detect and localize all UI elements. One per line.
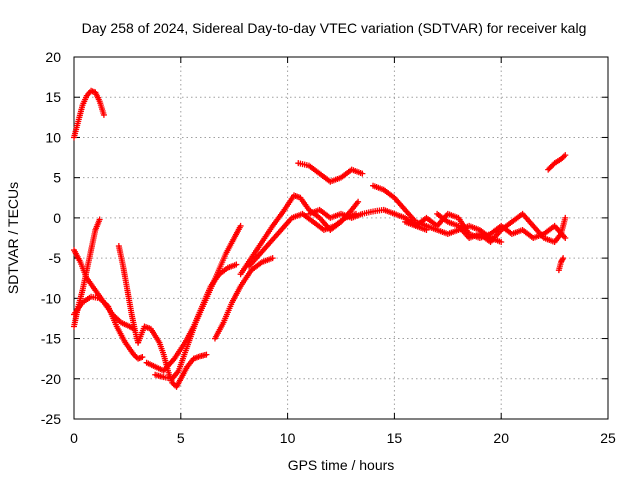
data-point: [359, 170, 366, 177]
x-tick-label: 25: [600, 430, 616, 446]
series-arc-9: [211, 255, 276, 342]
y-tick-label: 5: [53, 170, 61, 186]
series-arc-12: [295, 160, 366, 185]
data-point: [269, 255, 276, 262]
data-point: [237, 222, 244, 229]
series-arc-13: [305, 206, 430, 233]
y-tick-label: 0: [53, 210, 61, 226]
y-tick-label: -10: [41, 290, 61, 306]
y-tick-label: -25: [41, 411, 61, 427]
chart-title: Day 258 of 2024, Sidereal Day-to-day VTE…: [82, 20, 587, 36]
x-axis-label: GPS time / hours: [288, 457, 395, 473]
series-arc-8: [143, 261, 240, 374]
y-axis-label: SDTVAR / TECUs: [5, 182, 21, 294]
data-point: [560, 255, 567, 262]
data-point: [96, 216, 103, 223]
data-point: [233, 261, 240, 268]
x-tick-label: 20: [493, 430, 509, 446]
y-tick-label: 15: [45, 89, 61, 105]
series-arc-18: [555, 255, 567, 274]
data-point: [100, 111, 107, 118]
y-tick-label: 10: [45, 129, 61, 145]
series-arc-11: [246, 210, 359, 270]
x-tick-label: 5: [177, 430, 185, 446]
series-arc-17: [545, 152, 569, 173]
y-tick-label: -15: [41, 331, 61, 347]
data-point: [498, 239, 505, 246]
series-arc-1: [71, 87, 107, 141]
x-tick-label: 0: [70, 430, 78, 446]
series-arc-16: [434, 210, 569, 246]
data-point: [559, 256, 566, 263]
x-tick-labels: 0 5 10 15 20 25: [70, 430, 616, 446]
series-arc-3: [71, 216, 103, 330]
x-tick-label: 15: [387, 430, 403, 446]
y-tick-labels: -25 -20 -15 -10 -5 0 5 10 15 20: [41, 49, 61, 427]
x-tick-label: 10: [280, 430, 296, 446]
data-point: [562, 152, 569, 159]
y-tick-label: 20: [45, 49, 61, 65]
data-point: [139, 354, 146, 361]
data-point: [203, 351, 210, 358]
y-tick-label: -5: [49, 250, 62, 266]
plot-frame: [73, 56, 609, 420]
y-tick-label: -20: [41, 371, 61, 387]
data-marks: [71, 87, 569, 390]
data-point: [562, 235, 569, 241]
series-arc-4: [71, 293, 146, 362]
data-point: [355, 198, 362, 205]
data-point: [562, 214, 569, 221]
